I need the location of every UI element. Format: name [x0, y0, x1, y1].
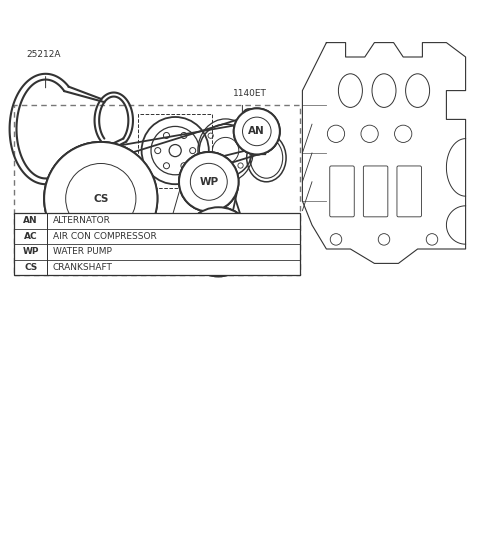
Text: AC: AC	[24, 232, 37, 241]
Circle shape	[179, 152, 239, 211]
Text: 25124: 25124	[242, 238, 271, 247]
Text: 25100: 25100	[211, 218, 240, 227]
Circle shape	[191, 163, 227, 200]
Circle shape	[197, 221, 240, 263]
Circle shape	[44, 142, 157, 255]
Circle shape	[243, 109, 254, 120]
Text: ALTERNATOR: ALTERNATOR	[53, 216, 111, 225]
Circle shape	[184, 207, 253, 276]
Text: AN: AN	[24, 216, 38, 225]
Text: 25212A: 25212A	[26, 50, 61, 60]
Text: CRANKSHAFT: CRANKSHAFT	[53, 263, 113, 272]
Circle shape	[242, 117, 271, 146]
Text: WP: WP	[23, 247, 39, 257]
Bar	[14, 213, 300, 275]
Circle shape	[44, 142, 157, 255]
Text: 1140ET: 1140ET	[233, 89, 267, 98]
Text: AC: AC	[211, 237, 226, 247]
Text: WP: WP	[199, 177, 218, 187]
Text: AIR CON COMPRESSOR: AIR CON COMPRESSOR	[53, 232, 156, 241]
Text: AN: AN	[249, 127, 265, 136]
Circle shape	[184, 207, 253, 276]
Circle shape	[234, 108, 280, 155]
Bar	[138, 114, 212, 188]
Text: 1123GG: 1123GG	[84, 199, 121, 208]
Circle shape	[242, 117, 271, 146]
Circle shape	[179, 152, 239, 211]
Circle shape	[66, 163, 136, 234]
Bar	[14, 105, 300, 275]
Circle shape	[234, 108, 280, 155]
Text: CS: CS	[93, 194, 108, 204]
Text: AC: AC	[211, 237, 226, 247]
Text: WATER PUMP: WATER PUMP	[53, 247, 112, 257]
Circle shape	[191, 163, 227, 200]
Text: CS: CS	[93, 194, 108, 204]
Circle shape	[197, 221, 240, 263]
Text: WP: WP	[199, 177, 218, 187]
Circle shape	[66, 163, 136, 234]
Text: 25221: 25221	[156, 218, 184, 227]
Text: CS: CS	[24, 263, 37, 272]
Text: AN: AN	[249, 127, 265, 136]
